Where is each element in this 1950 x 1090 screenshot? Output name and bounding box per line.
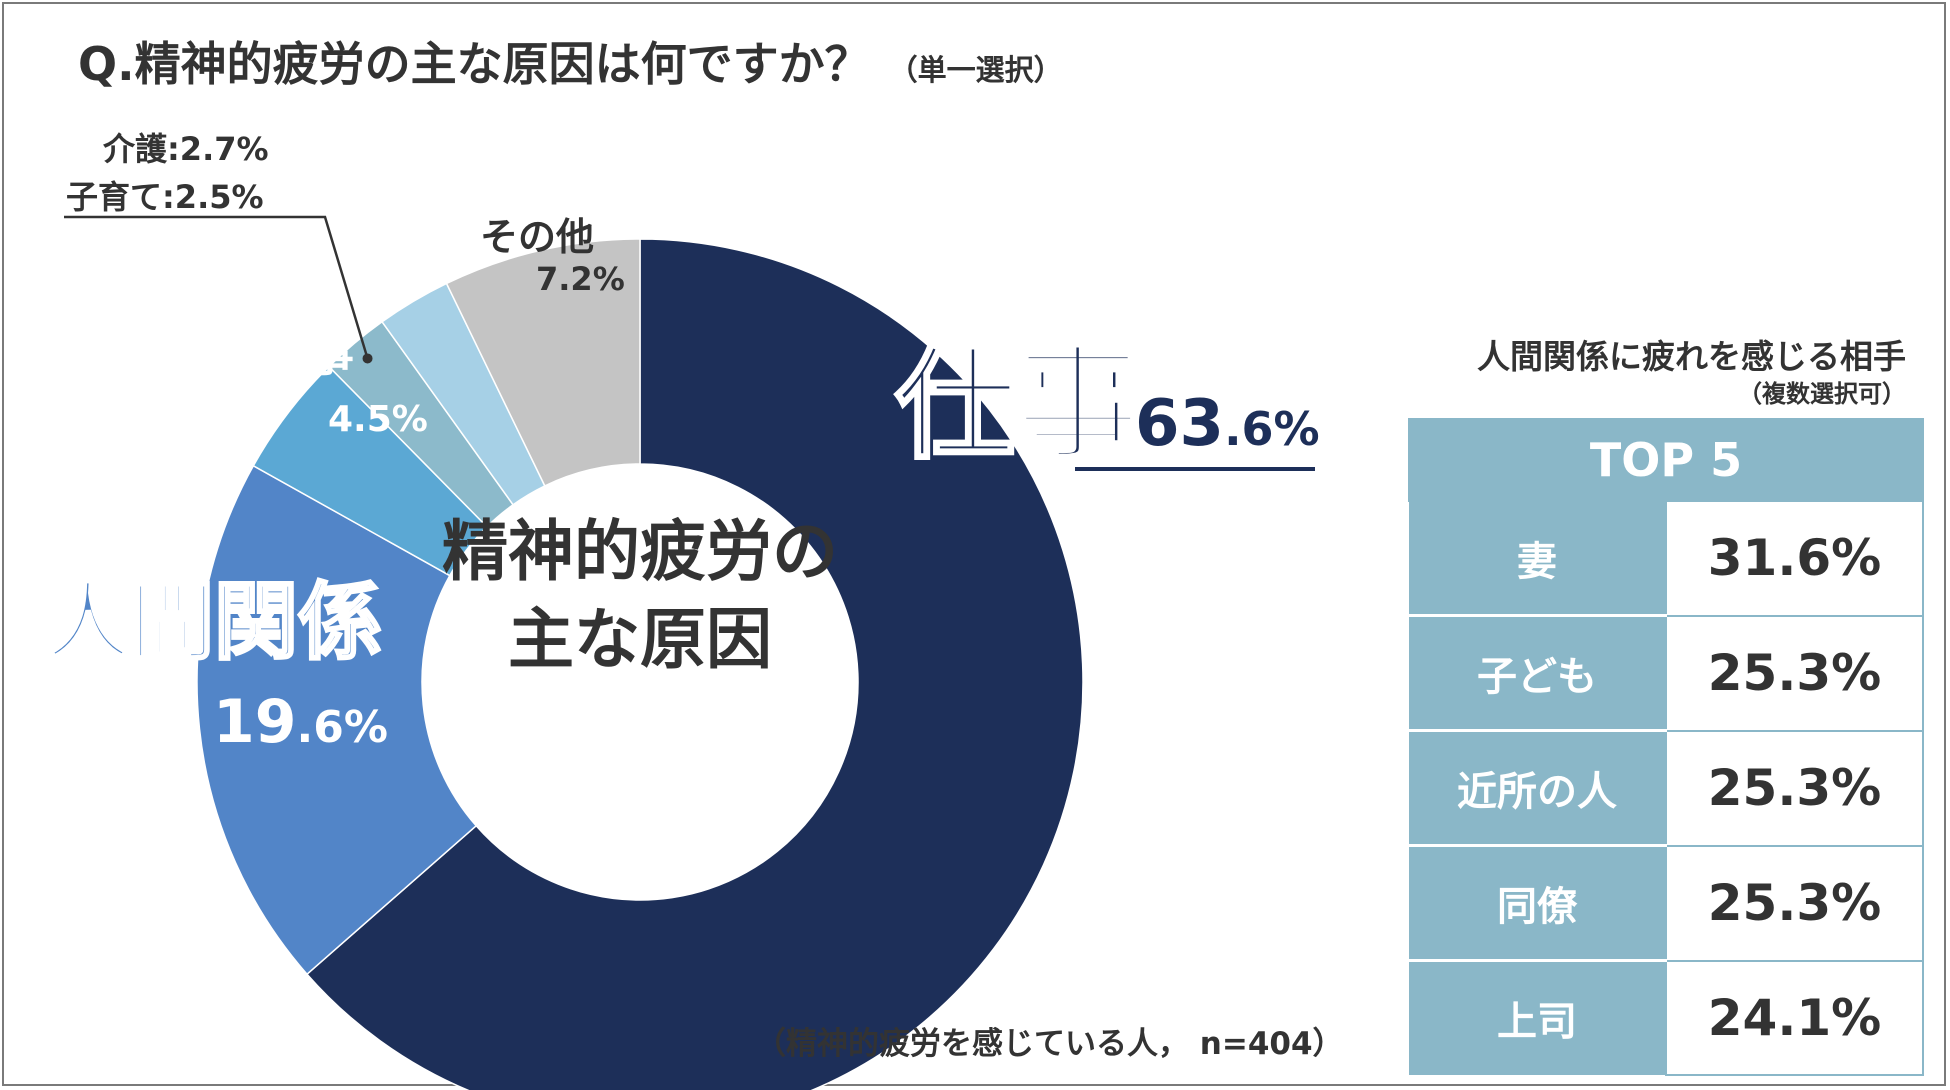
label-relations-name: 人間関係 (44, 573, 383, 671)
label-work-value-dec: .6% (1224, 402, 1320, 456)
sample-note: （精神的疲労を感じている人， n=404） (755, 1026, 1344, 1062)
label-housework-value: 4.5% (328, 399, 428, 440)
slice-0 (305, 238, 1084, 1090)
label-other-value: 7.2% (536, 260, 625, 298)
table-header-row: TOP 5 (1408, 418, 1924, 502)
table-row-value: 25.3% (1665, 729, 1924, 847)
label-work-value: 63.6% (1135, 392, 1320, 456)
small-slices-leader-line (64, 215, 369, 359)
chart-title-main: Q.精神的疲労の主な原因は何ですか？ (78, 37, 871, 91)
table-row-label: 妻 (1409, 501, 1666, 617)
table-row-value: 25.3% (1665, 614, 1924, 732)
relations-table-subtitle: （複数選択可） (1738, 380, 1906, 408)
chart-title-sub: （単一選択） (888, 53, 1063, 87)
table-row-label: 近所の人 (1409, 730, 1666, 847)
label-relations-value: 19.6% (213, 692, 388, 752)
label-relations-value-int: 19 (213, 687, 297, 757)
table-row: 近所の人 25.3% (1409, 729, 1924, 847)
table-row-label: 子ども (1409, 615, 1666, 732)
slice-1 (196, 464, 478, 976)
table-row-value: 24.1% (1665, 959, 1924, 1076)
label-work-name: 仕事 (894, 334, 1141, 476)
label-housework-name: 家事 (258, 326, 355, 382)
leader-dot (362, 353, 373, 364)
table-header: TOP 5 (1408, 418, 1924, 502)
relations-table-title: 人間関係に疲れを感じる相手 (1477, 337, 1906, 376)
label-other-name: その他 (480, 215, 595, 259)
table-row: 子ども 25.3% (1409, 614, 1924, 732)
label-care: 介護:2.7% (103, 130, 269, 168)
center-label-line: 主な原因 (508, 601, 772, 678)
table-row-label: 上司 (1409, 960, 1666, 1075)
table-row-value: 31.6% (1665, 500, 1924, 617)
chart-title: Q.精神的疲労の主な原因は何ですか？ （単一選択） (78, 28, 1063, 94)
slice-5 (445, 238, 641, 487)
label-work-value-int: 63 (1135, 387, 1225, 461)
table-row-label: 同僚 (1409, 845, 1666, 962)
relations-table: TOP 5 妻 31.6% 子ども 25.3% 近所の人 25.3% 同僚 25… (1408, 418, 1924, 1076)
label-childcare: 子育て:2.5% (66, 178, 264, 216)
table-row: 妻 31.6% (1409, 500, 1924, 617)
label-relations-value-dec: .6% (296, 702, 388, 753)
table-row-value: 25.3% (1665, 844, 1924, 962)
table-row: 同僚 25.3% (1409, 844, 1924, 962)
table-row: 上司 24.1% (1409, 959, 1924, 1076)
center-label-line: 精神的疲労の (442, 513, 838, 590)
